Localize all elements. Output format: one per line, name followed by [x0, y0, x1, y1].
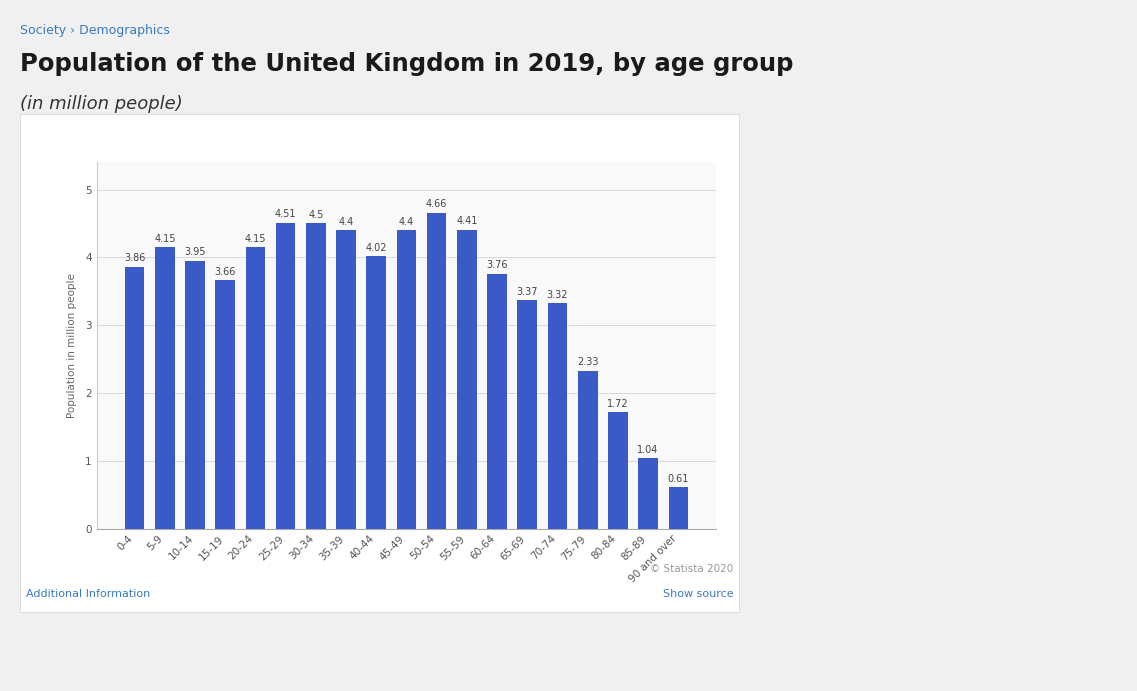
Text: Show source: Show source: [663, 589, 733, 599]
Text: Additional Information: Additional Information: [26, 589, 150, 599]
Text: 4.15: 4.15: [155, 234, 175, 244]
Bar: [426, 213, 447, 529]
Bar: [125, 267, 144, 529]
Text: 1.04: 1.04: [638, 445, 658, 455]
Bar: [608, 412, 628, 529]
Text: 4.4: 4.4: [399, 217, 414, 227]
Bar: [306, 223, 325, 529]
Bar: [488, 274, 507, 529]
Bar: [246, 247, 265, 529]
Text: 3.32: 3.32: [547, 290, 568, 300]
Text: 4.41: 4.41: [456, 216, 478, 226]
Text: 4.02: 4.02: [365, 243, 387, 253]
Bar: [457, 229, 476, 529]
Text: 2.33: 2.33: [576, 357, 598, 367]
Text: 3.86: 3.86: [124, 254, 146, 263]
Text: 3.76: 3.76: [487, 261, 508, 270]
Text: 3.66: 3.66: [215, 267, 236, 277]
Bar: [638, 458, 658, 529]
Text: 0.61: 0.61: [667, 474, 689, 484]
Text: 1.72: 1.72: [607, 399, 629, 408]
Text: 3.37: 3.37: [516, 287, 538, 296]
Text: 4.4: 4.4: [339, 217, 354, 227]
Text: Population of the United Kingdom in 2019, by age group: Population of the United Kingdom in 2019…: [20, 52, 794, 76]
Text: 4.66: 4.66: [426, 199, 447, 209]
Text: 4.5: 4.5: [308, 210, 324, 220]
Bar: [185, 261, 205, 529]
Y-axis label: Population in million people: Population in million people: [67, 273, 77, 418]
Text: Society › Demographics: Society › Demographics: [20, 24, 171, 37]
Bar: [548, 303, 567, 529]
Text: 3.95: 3.95: [184, 247, 206, 257]
Text: (in million people): (in million people): [20, 95, 183, 113]
Text: © Statista 2020: © Statista 2020: [650, 564, 733, 574]
Bar: [215, 281, 235, 529]
Bar: [578, 370, 598, 529]
Bar: [337, 230, 356, 529]
Bar: [366, 256, 387, 529]
Bar: [397, 230, 416, 529]
Bar: [155, 247, 175, 529]
Bar: [669, 487, 688, 529]
Text: 4.51: 4.51: [275, 209, 297, 219]
Bar: [276, 223, 296, 529]
Bar: [517, 300, 537, 529]
Text: 4.15: 4.15: [244, 234, 266, 244]
